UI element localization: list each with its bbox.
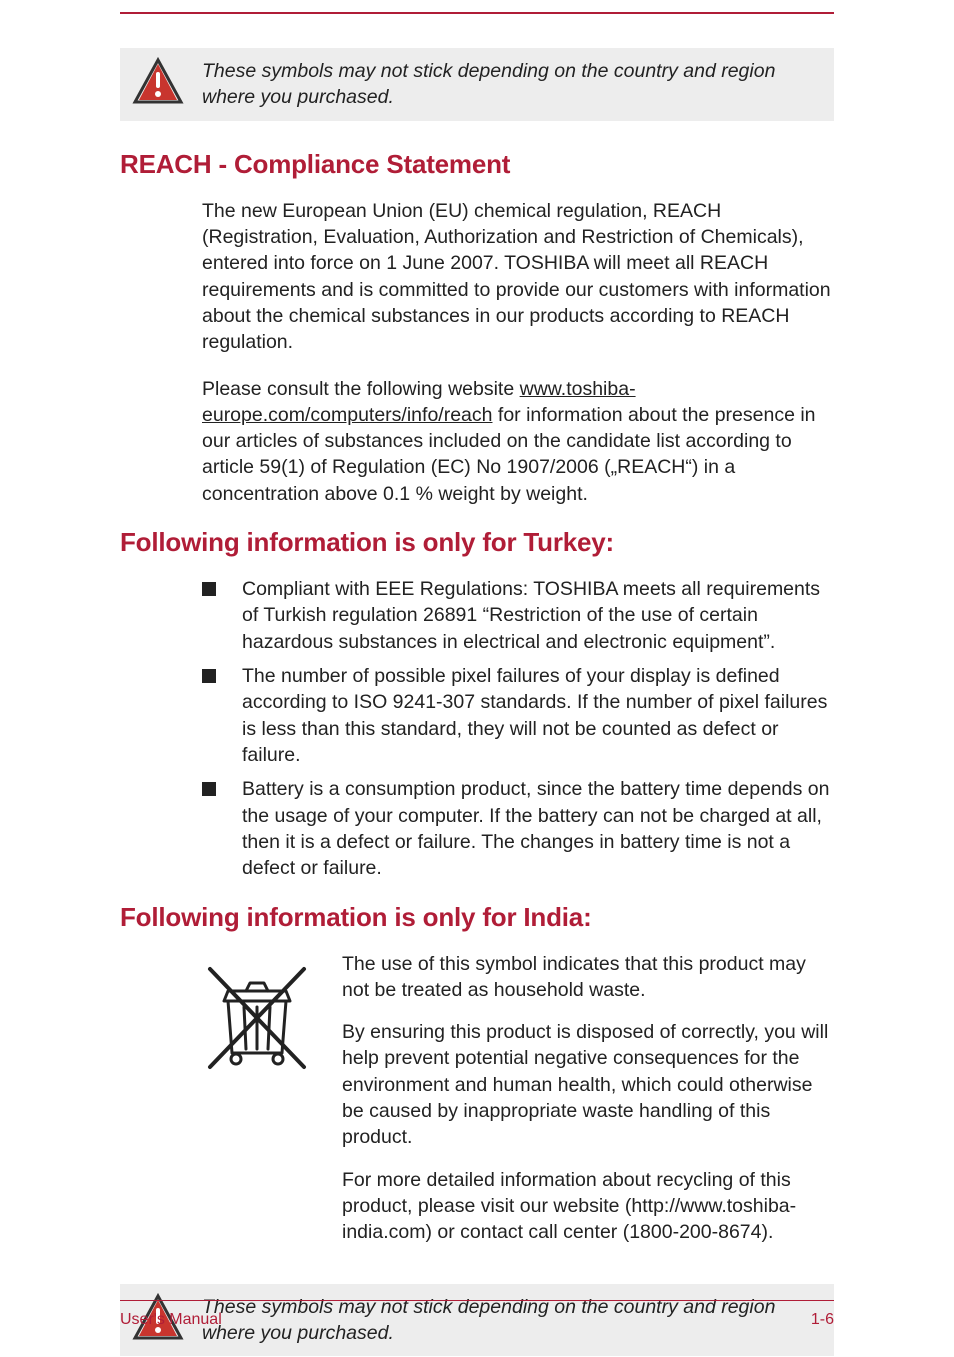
heading-reach: REACH - Compliance Statement xyxy=(120,149,834,180)
footer-left: User's Manual xyxy=(120,1311,222,1329)
footer-row: User's Manual 1-6 xyxy=(120,1311,834,1329)
india-paragraph-1: The use of this symbol indicates that th… xyxy=(342,951,834,1004)
turkey-list: Compliant with EEE Regulations: TOSHIBA … xyxy=(120,576,834,881)
india-row: The use of this symbol indicates that th… xyxy=(120,951,834,1262)
top-rule xyxy=(120,12,834,14)
turkey-list-item: Compliant with EEE Regulations: TOSHIBA … xyxy=(202,576,834,655)
note-text: These symbols may not stick depending on… xyxy=(202,56,818,111)
warning-triangle-icon xyxy=(132,56,184,108)
reach-paragraph-2: Please consult the following website www… xyxy=(120,376,834,508)
reach-p2-pre: Please consult the following website xyxy=(202,378,520,400)
india-paragraph-2: By ensuring this product is disposed of … xyxy=(342,1019,834,1151)
heading-india: Following information is only for India: xyxy=(120,902,834,933)
footer-rule xyxy=(120,1300,834,1301)
page: These symbols may not stick depending on… xyxy=(0,12,954,1357)
heading-turkey: Following information is only for Turkey… xyxy=(120,527,834,558)
footer-right: 1-6 xyxy=(811,1311,834,1329)
turkey-list-item: Battery is a consumption product, since … xyxy=(202,776,834,881)
india-text: The use of this symbol indicates that th… xyxy=(342,951,834,1262)
india-paragraph-3: For more detailed information about recy… xyxy=(342,1167,834,1246)
footer: User's Manual 1-6 xyxy=(0,1300,954,1329)
weee-bin-icon xyxy=(202,951,312,1075)
note-block-top: These symbols may not stick depending on… xyxy=(120,48,834,121)
turkey-list-item: The number of possible pixel failures of… xyxy=(202,663,834,768)
reach-paragraph-1: The new European Union (EU) chemical reg… xyxy=(120,198,834,356)
content-area: These symbols may not stick depending on… xyxy=(0,48,954,1356)
